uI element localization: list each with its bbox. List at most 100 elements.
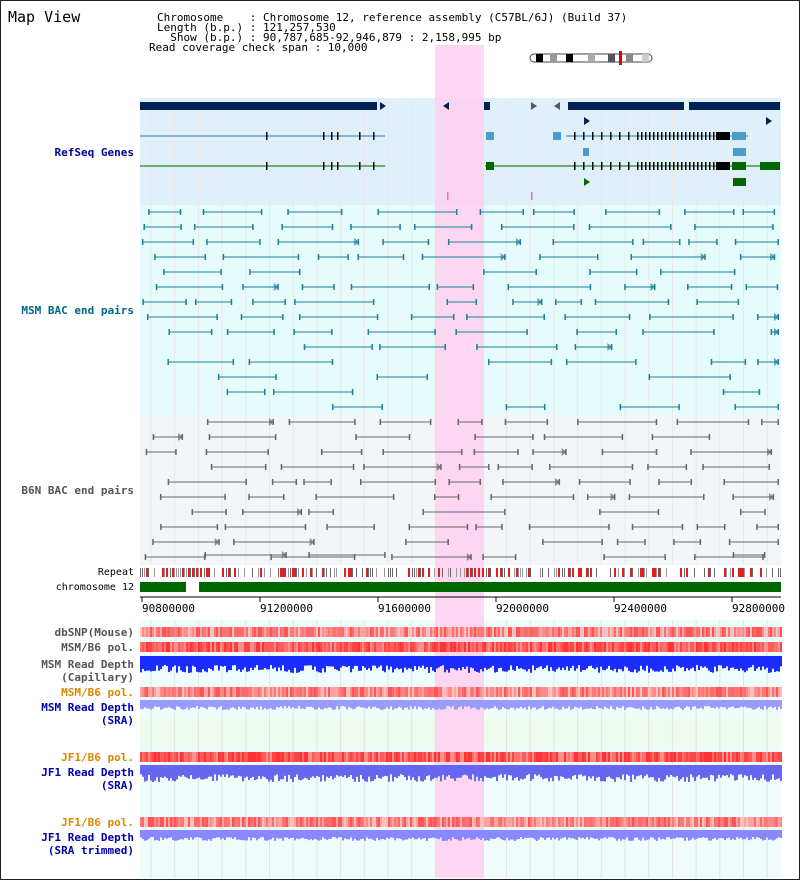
depth-bar — [370, 700, 372, 709]
heat-cell — [442, 687, 444, 697]
depth-bar — [294, 700, 296, 709]
heat-cell — [404, 687, 406, 697]
heat-cell — [686, 687, 688, 697]
depth-bar — [626, 700, 628, 708]
heat-cell — [482, 752, 484, 762]
heat-cell — [702, 817, 704, 827]
heat-cell — [428, 642, 430, 652]
bac-end — [408, 524, 411, 530]
depth-bar — [572, 656, 574, 666]
depth-bar — [722, 765, 724, 776]
depth-bar — [476, 700, 478, 710]
depth-bar — [430, 830, 432, 838]
heat-cell — [204, 687, 206, 697]
depth-bar — [606, 700, 608, 709]
depth-bar — [600, 656, 602, 667]
heat-cell — [460, 642, 462, 652]
depth-bar — [402, 700, 404, 710]
depth-bar — [342, 656, 344, 666]
heat-cell — [412, 627, 414, 637]
heat-cell — [776, 817, 778, 827]
heat-cell — [640, 752, 642, 762]
bac-end — [482, 554, 484, 560]
depth-bar — [768, 765, 770, 782]
heat-cell — [730, 627, 732, 637]
heat-cell — [460, 687, 462, 697]
heat-cell — [226, 752, 228, 762]
heat-cell — [218, 817, 220, 827]
depth-bar — [336, 700, 338, 707]
depth-bar — [446, 700, 448, 707]
depth-bar — [424, 765, 426, 780]
repeat-mark — [396, 568, 397, 577]
heat-cell — [196, 627, 198, 637]
depth-bar — [474, 656, 476, 672]
depth-bar — [146, 765, 148, 781]
bac-end — [473, 449, 476, 455]
depth-bar — [184, 656, 186, 673]
heat-cell — [468, 817, 470, 827]
heat-cell — [560, 627, 562, 637]
depth-bar — [228, 765, 230, 778]
depth-bar — [638, 700, 640, 709]
repeat-mark — [418, 568, 420, 577]
heat-cell — [566, 752, 568, 762]
heat-cell — [202, 752, 204, 762]
heat-cell — [632, 642, 634, 652]
depth-bar — [186, 700, 188, 708]
heat-cell — [476, 627, 478, 637]
repeat-mark — [288, 568, 289, 577]
depth-bar — [612, 700, 614, 709]
depth-bar — [758, 830, 760, 838]
depth-bar — [706, 765, 708, 778]
heat-cell — [330, 642, 332, 652]
bac-end — [326, 524, 328, 530]
repeat-mark — [372, 568, 373, 577]
heat-cell — [158, 627, 160, 637]
depth-bar — [506, 765, 508, 781]
depth-bar — [678, 765, 680, 781]
heat-cell — [146, 627, 148, 637]
bac-end — [152, 434, 155, 440]
depth-bar — [168, 656, 170, 673]
bac-end — [193, 224, 196, 230]
heat-cell — [250, 627, 252, 637]
depth-bar — [352, 700, 354, 710]
depth-bar — [516, 830, 518, 840]
heat-cell — [322, 817, 324, 827]
heat-cell — [274, 752, 276, 762]
depth-bar — [636, 656, 638, 673]
depth-bar — [362, 830, 364, 839]
gene-arrow — [584, 117, 590, 125]
track-label-refseq[interactable]: RefSeq Genes — [54, 146, 134, 159]
heat-cell — [598, 752, 600, 762]
repeat-mark — [732, 568, 734, 577]
heat-cell — [214, 817, 216, 827]
depth-bar — [318, 656, 320, 673]
heat-cell — [290, 642, 292, 652]
heat-cell — [202, 817, 204, 827]
depth-bar — [630, 656, 632, 673]
gene-exon — [637, 162, 639, 170]
heat-cell — [536, 687, 538, 697]
heat-cell — [620, 642, 622, 652]
heat-cell — [420, 752, 422, 762]
gene-exon — [689, 162, 691, 170]
heat-cell — [474, 687, 476, 697]
heat-cell — [378, 642, 380, 652]
heat-cell — [246, 817, 248, 827]
heat-cell — [140, 752, 142, 762]
depth-bar — [662, 656, 664, 672]
track-label-b6n-bac[interactable]: B6N BAC end pairs — [21, 484, 134, 497]
bac-end — [479, 479, 482, 485]
heat-cell — [308, 817, 310, 827]
depth-bar — [566, 765, 568, 779]
heat-cell — [680, 752, 682, 762]
heat-cell — [572, 817, 574, 827]
depth-bar — [772, 765, 774, 775]
heat-cell — [564, 687, 566, 697]
heat-cell — [600, 752, 602, 762]
track-label-msm-bac[interactable]: MSM BAC end pairs — [21, 304, 134, 317]
heat-cell — [606, 627, 608, 637]
